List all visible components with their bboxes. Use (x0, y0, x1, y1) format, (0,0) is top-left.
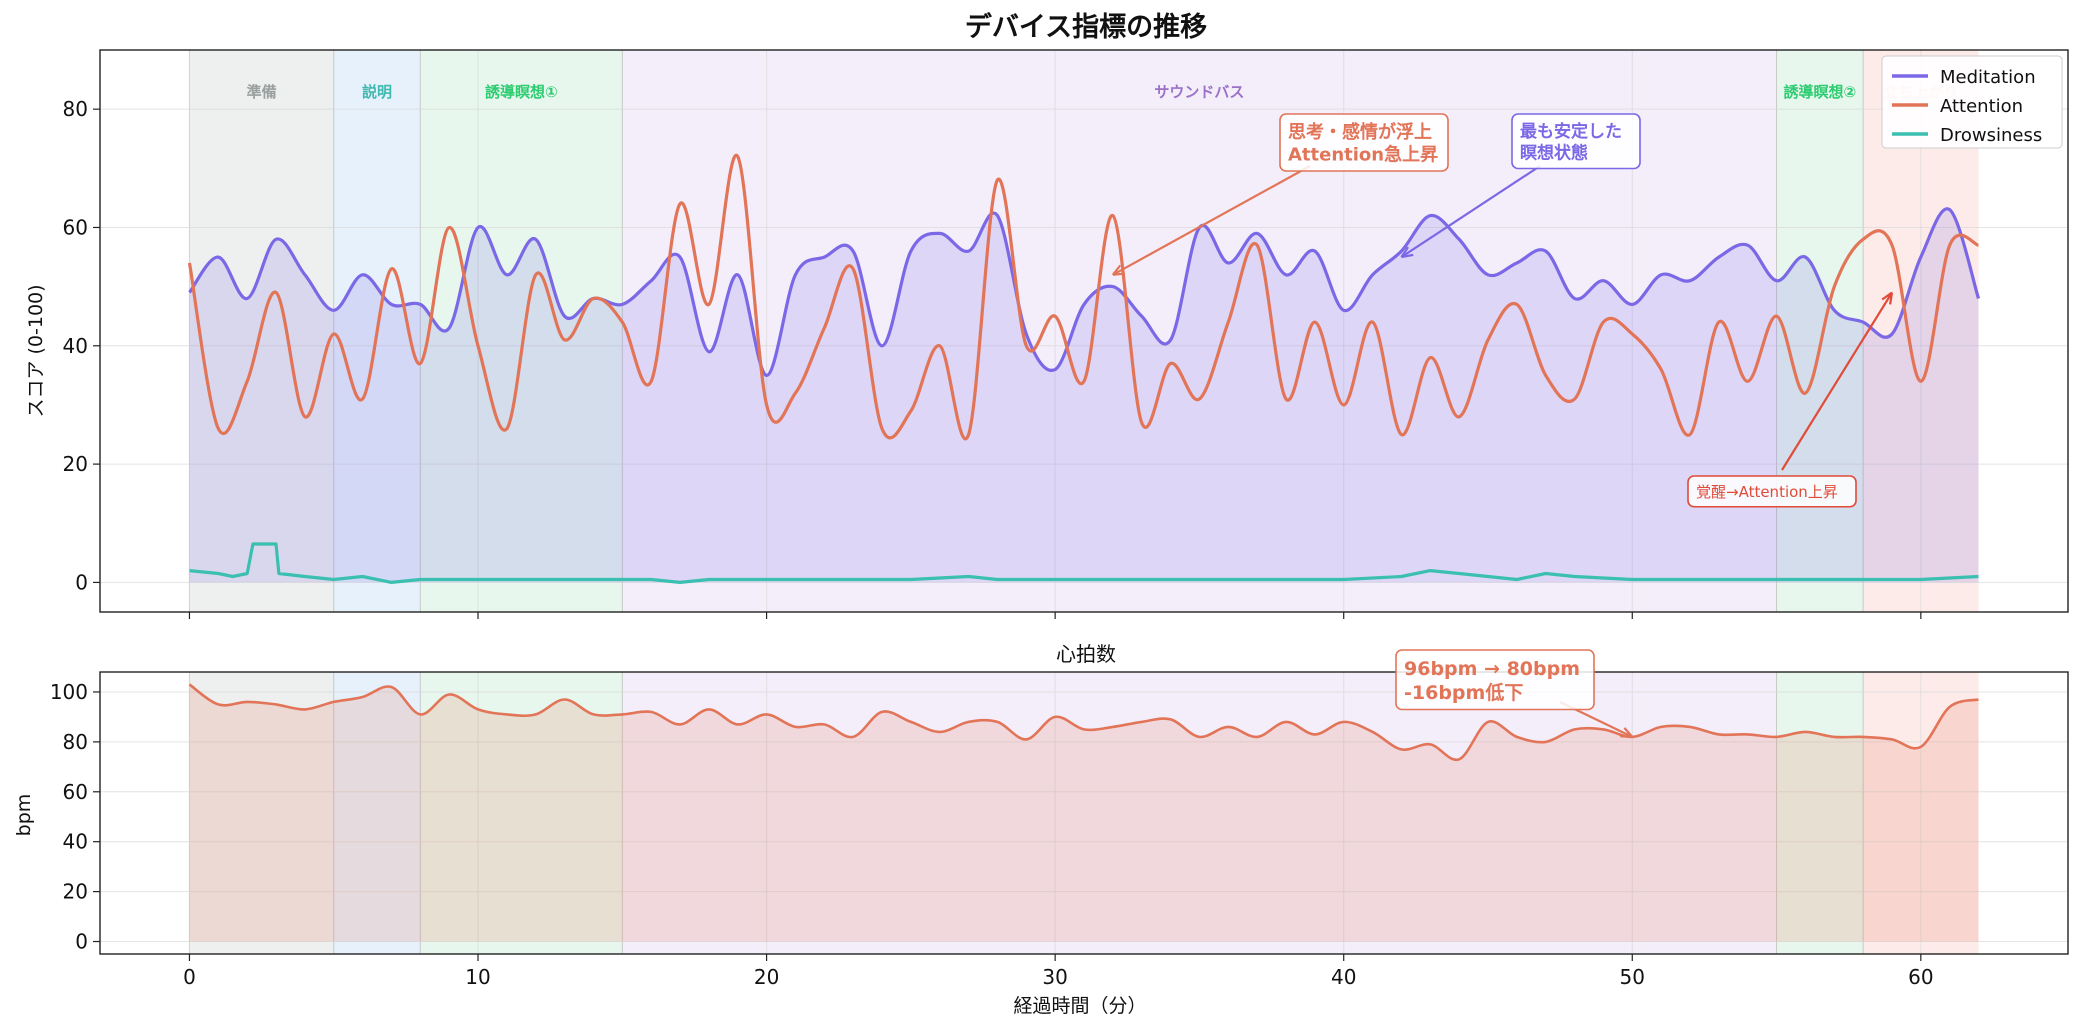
y-tick-label: 0 (75, 570, 88, 594)
heart-y-axis-label: bpm (13, 794, 35, 837)
phase-label-3: サウンドバス (1154, 83, 1244, 101)
phase-band-2 (420, 50, 623, 612)
y-tick-label: 60 (63, 215, 88, 239)
annotation-stable-arrow (1400, 165, 1541, 258)
annotation-awake-arrowhead (1881, 291, 1894, 305)
annotation-awake-text: 覚醒→Attention上昇 (1696, 483, 1838, 501)
annotation-thought-text: 思考・感情が浮上 (1288, 121, 1432, 143)
annotation-thought-arrowhead (1111, 264, 1125, 276)
plot-frame (99, 671, 2069, 955)
phase-band-4 (1776, 672, 1864, 954)
y-tick-label: 80 (63, 730, 88, 754)
x-tick-label: 30 (1042, 965, 1067, 989)
series-line-drowsiness (189, 542, 1979, 584)
x-tick-label: 20 (754, 965, 779, 989)
phase-label-4: 誘導瞑想② (1783, 83, 1856, 101)
annotation-awake-box (1687, 475, 1857, 508)
y-tick-label: 20 (63, 452, 88, 476)
annotation-heart-text: 96bpm → 80bpm (1404, 658, 1580, 680)
main-y-axis-label: スコア (0-100) (25, 284, 47, 417)
y-tick-label: 40 (63, 830, 88, 854)
legend-label-meditation: Meditation (1940, 67, 2036, 88)
x-tick-label: 0 (183, 965, 196, 989)
annotation-heart-box (1395, 649, 1595, 711)
annotation-thought-arrow (1112, 165, 1311, 276)
annotation-heart-arrowhead (1620, 727, 1634, 738)
annotation-stable-box (1511, 113, 1641, 170)
y-tick-label: 40 (63, 334, 88, 358)
series-line-heart-rate (188, 683, 1979, 762)
y-tick-label: 100 (50, 680, 88, 704)
annotation-stable-text: 最も安定した (1520, 121, 1622, 142)
annotation-thought-box (1279, 113, 1449, 172)
heart-rate-plot: 0 20 40 60 80 100 0 10 20 30 40 50 60 96bpm → 80bpm-1… (50, 649, 2069, 989)
phase-label-2: 誘導瞑想① (485, 83, 558, 101)
phase-band-0 (189, 672, 334, 954)
legend-box (1881, 55, 2063, 149)
x-axis-label: 経過時間（分） (1013, 995, 1146, 1017)
phase-label-1: 説明 (362, 83, 392, 101)
y-tick-label: 0 (75, 930, 88, 954)
phase-band-1 (333, 672, 421, 954)
legend-label-attention: Attention (1940, 96, 2023, 117)
annotation-awake-arrow (1781, 291, 1893, 471)
legend-label-drowsiness: Drowsiness (1940, 125, 2042, 146)
y-tick-label: 60 (63, 780, 88, 804)
x-tick-label: 60 (1908, 965, 1933, 989)
phase-band-4 (1776, 50, 1864, 612)
series-line-attention (187, 153, 1980, 441)
series-area-meditation (189, 208, 1979, 583)
meditation-attention-plot: 準備説明誘導瞑想①サウンドバス誘導瞑想②立ち上がり020406080思考・感情が… (63, 49, 2069, 619)
series-line-meditation (188, 207, 1981, 377)
x-tick-label: 50 (1620, 965, 1645, 989)
legend: Meditation Attention Drowsiness (1881, 55, 2063, 149)
y-tick-label: 20 (63, 880, 88, 904)
annotation-heart-text: -16bpm低下 (1404, 681, 1523, 704)
x-tick-label: 40 (1331, 965, 1356, 989)
annotation-stable-arrowhead (1400, 246, 1414, 259)
phase-band-3 (622, 672, 1777, 954)
annotation-thought-text: Attention急上昇 (1288, 144, 1438, 166)
phase-label-0: 準備 (247, 83, 277, 101)
y-tick-label: 80 (63, 97, 88, 121)
series-area-heart-rate (189, 684, 1979, 942)
main-chart-title: デバイス指標の推移 (965, 11, 1207, 43)
heart-chart-title: 心拍数 (1056, 642, 1116, 666)
x-tick-label: 10 (465, 965, 490, 989)
phase-band-2 (420, 672, 623, 954)
annotation-stable-text: 瞑想状態 (1520, 142, 1588, 163)
plot-frame (99, 49, 2069, 613)
